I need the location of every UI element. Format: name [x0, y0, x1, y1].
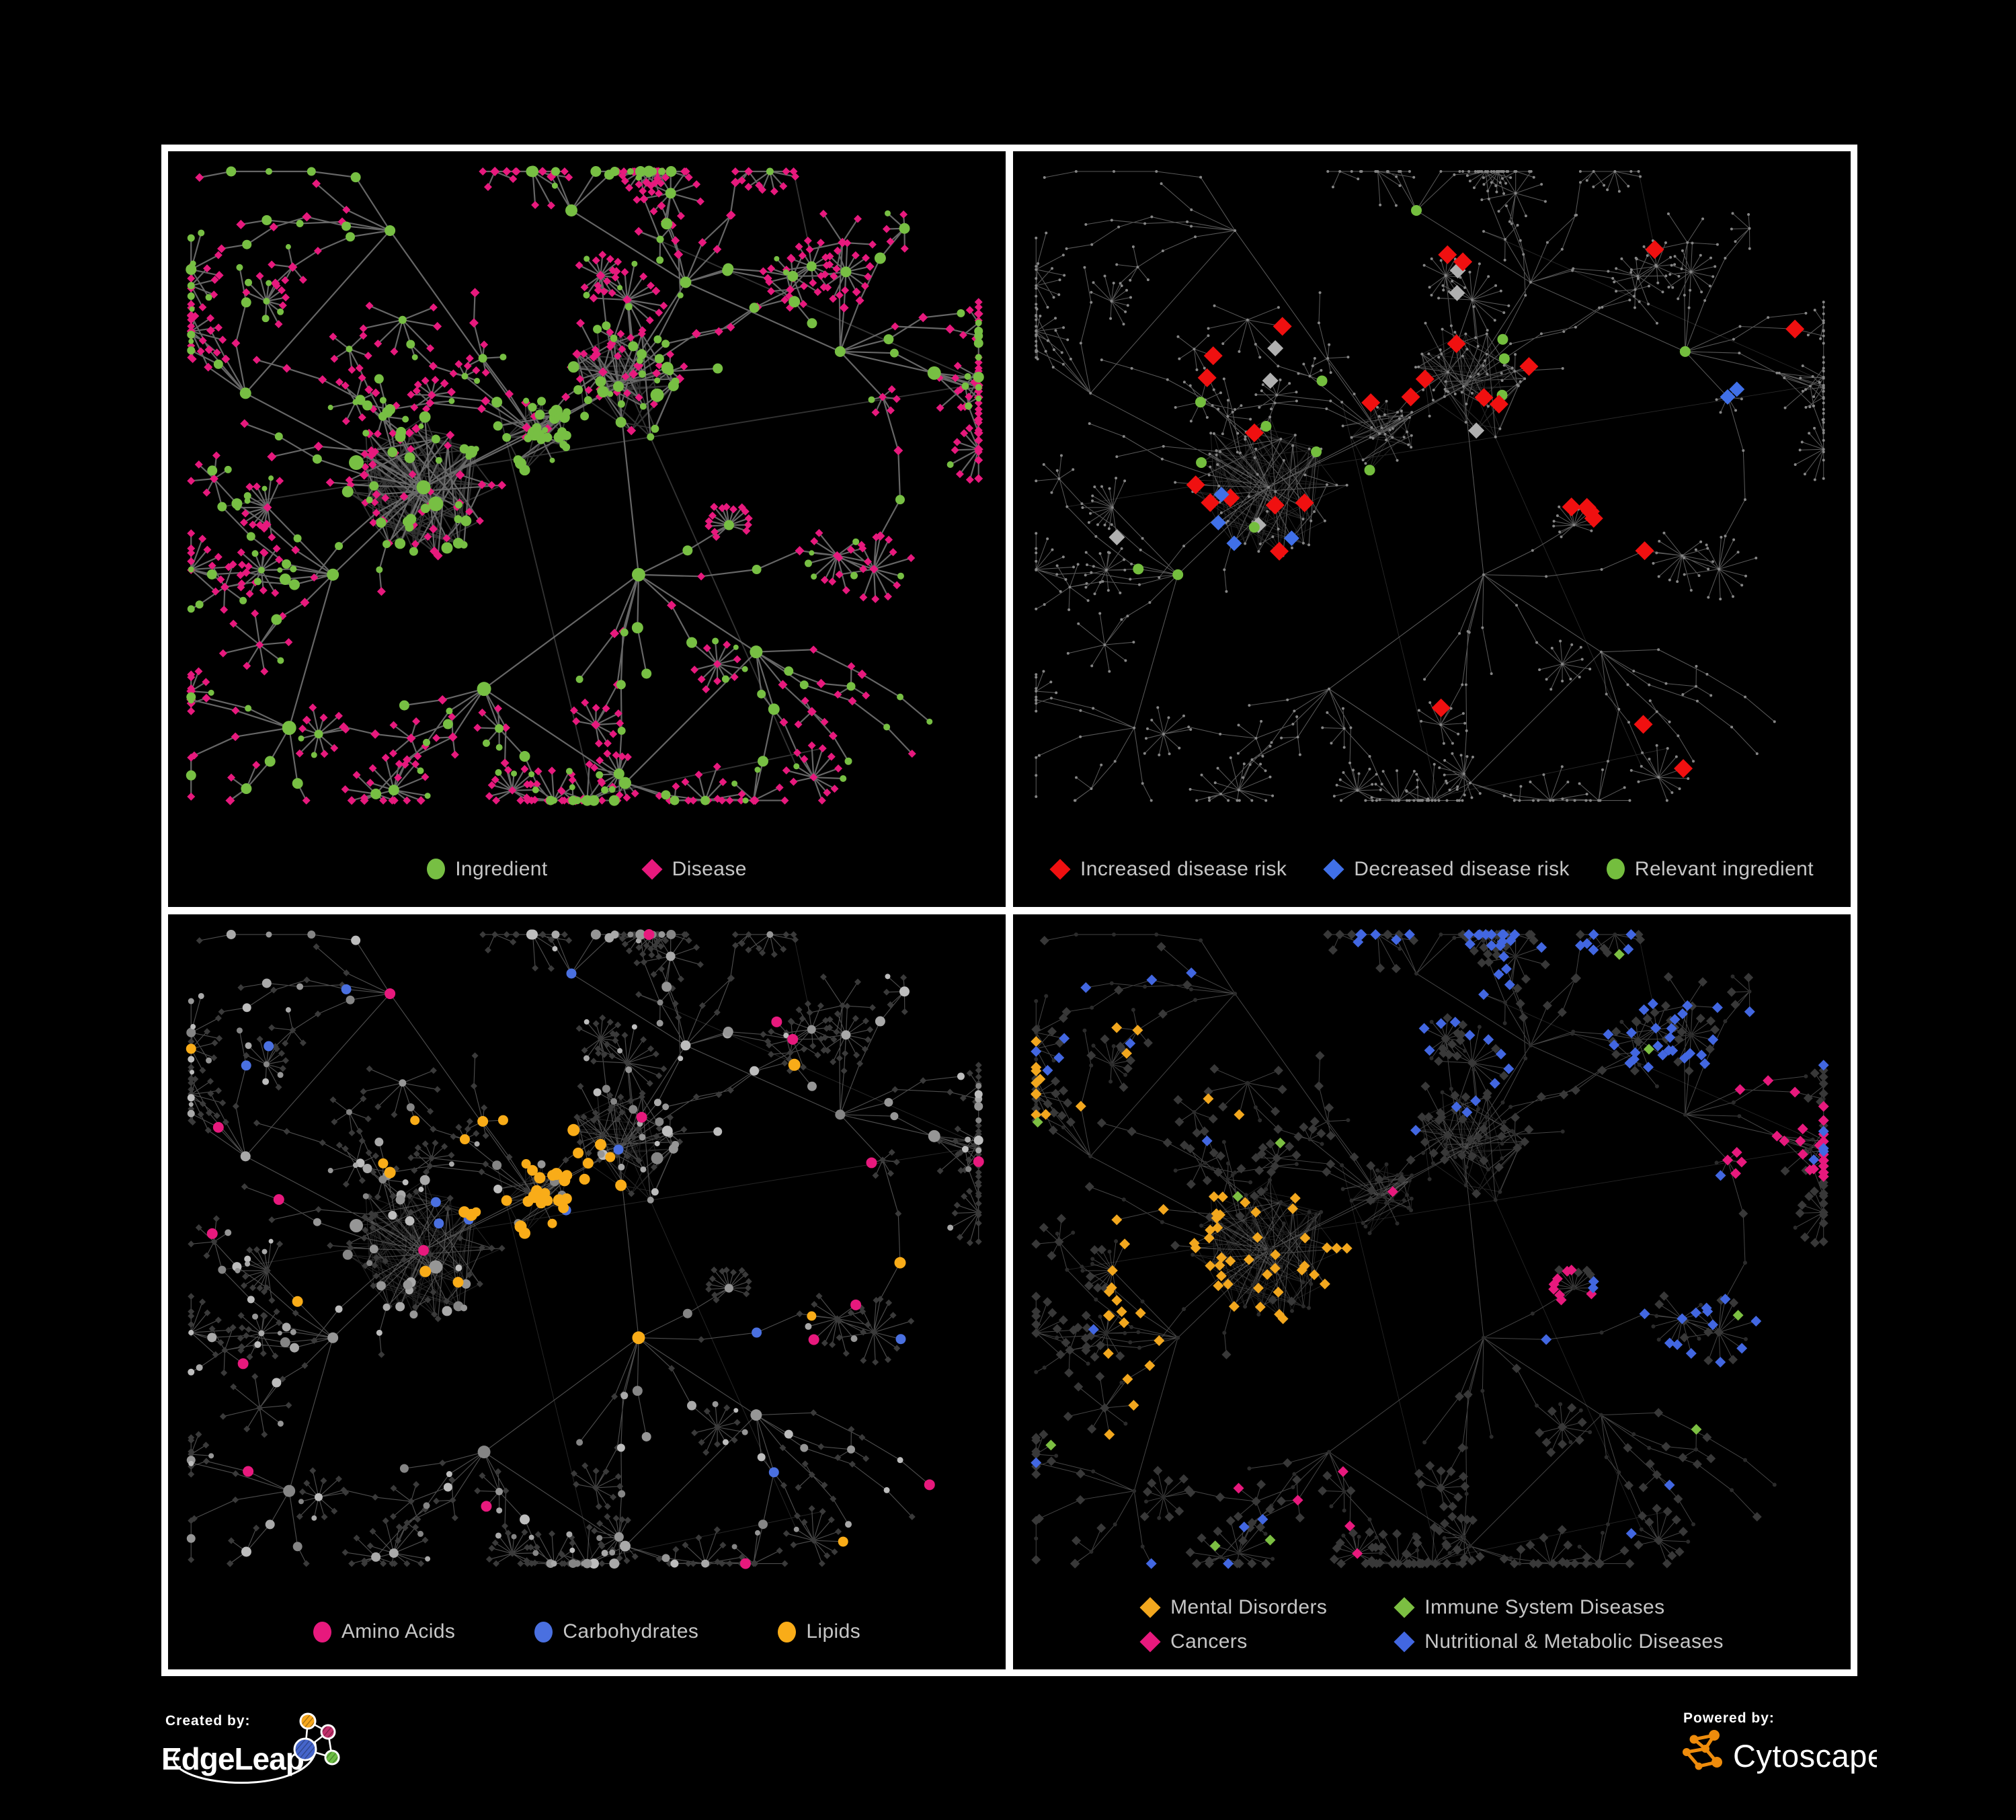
panel-ingredient-class-network: Amino Acids Carbohydrates Lipids: [168, 914, 1006, 1669]
legend-label: Nutritional & Metabolic Diseases: [1424, 1630, 1724, 1653]
svg-text:Created by:: Created by:: [165, 1713, 251, 1729]
legend-item: Increased disease risk: [1049, 857, 1287, 881]
legend-label: Decreased disease risk: [1354, 857, 1570, 880]
circle-marker-icon: [427, 859, 446, 879]
legend-label: Increased disease risk: [1080, 857, 1287, 880]
edgeleap-logo: Created by: EdgeLeap: [159, 1706, 367, 1814]
svg-text:Powered by:: Powered by:: [1683, 1710, 1775, 1726]
panel-ingredient-disease-network: Ingredient Disease: [168, 151, 1006, 907]
legend-label: Lipids: [806, 1620, 861, 1643]
legend-label: Immune System Diseases: [1424, 1596, 1665, 1618]
legend: Amino Acids Carbohydrates Lipids: [168, 1620, 1006, 1643]
diamond-marker-icon: [1139, 1631, 1161, 1653]
legend-label: Cancers: [1170, 1630, 1248, 1653]
panel-disease-risk-network: Increased disease risk Decreased disease …: [1013, 151, 1851, 907]
legend-item: Nutritional & Metabolic Diseases: [1394, 1630, 1724, 1653]
network-canvas-ingredient-classes: [186, 928, 984, 1569]
legend-label: Relevant ingredient: [1634, 857, 1814, 880]
network-canvas-ingredient-disease: [186, 165, 984, 806]
circle-marker-icon: [1606, 859, 1625, 879]
cytoscape-logo: Powered by: Cytoscape: [1675, 1706, 1877, 1784]
circle-marker-icon: [778, 1621, 797, 1643]
legend-item: Disease: [641, 857, 747, 881]
legend-item: Carbohydrates: [534, 1620, 698, 1643]
svg-text:Cytoscape: Cytoscape: [1733, 1738, 1877, 1774]
legend-item: Ingredient: [427, 858, 547, 881]
legend-item: Amino Acids: [313, 1620, 455, 1643]
panel-grid: Ingredient Disease Increased disease risk…: [161, 145, 1857, 1676]
legend-label: Disease: [672, 857, 747, 880]
network-canvas-disease-classes: [1031, 928, 1829, 1569]
svg-text:EdgeLeap: EdgeLeap: [161, 1741, 304, 1776]
legend-label: Ingredient: [455, 857, 548, 880]
legend-item: Decreased disease risk: [1323, 857, 1570, 881]
legend-item: Mental Disorders: [1139, 1596, 1328, 1619]
diamond-marker-icon: [1394, 1597, 1415, 1618]
edgeleap-network-icon: Created by: EdgeLeap: [161, 1712, 340, 1784]
legend-label: Carbohydrates: [563, 1620, 699, 1643]
legend-item: Relevant ingredient: [1606, 857, 1814, 881]
legend-item: Immune System Diseases: [1394, 1596, 1724, 1619]
diamond-marker-icon: [1049, 858, 1071, 880]
legend-item: Cancers: [1139, 1630, 1327, 1653]
legend: Mental Disorders Immune System Diseases Ca…: [1139, 1596, 1724, 1653]
cytoscape-network-icon: Powered by: Cytoscape: [1683, 1710, 1877, 1774]
circle-marker-icon: [313, 1621, 331, 1643]
legend: Ingredient Disease: [168, 858, 1006, 881]
circle-marker-icon: [534, 1621, 553, 1643]
diamond-marker-icon: [1139, 1597, 1161, 1618]
legend-label: Mental Disorders: [1170, 1596, 1328, 1618]
legend-label: Amino Acids: [341, 1620, 456, 1643]
legend: Increased disease risk Decreased disease …: [1013, 858, 1851, 881]
network-canvas-disease-risk: [1035, 169, 1825, 802]
diamond-marker-icon: [1394, 1631, 1415, 1653]
legend-item: Lipids: [778, 1620, 860, 1643]
panel-disease-class-network: Mental Disorders Immune System Diseases Ca…: [1013, 914, 1851, 1669]
diamond-marker-icon: [641, 858, 663, 880]
diamond-marker-icon: [1323, 858, 1344, 880]
